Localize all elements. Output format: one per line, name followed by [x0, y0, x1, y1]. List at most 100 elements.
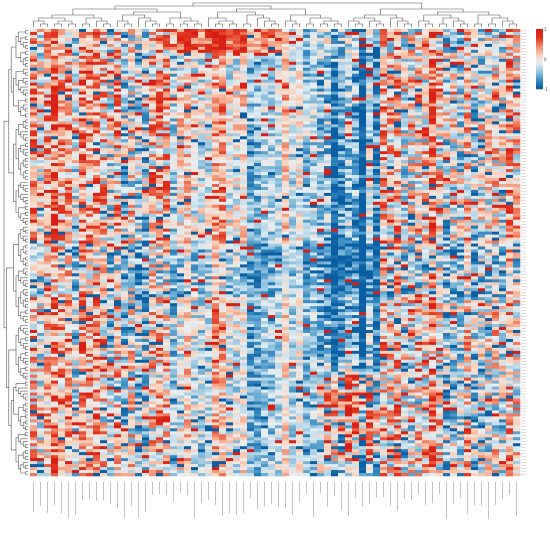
heatmap-cell [457, 163, 465, 167]
heatmap-cell [394, 172, 402, 176]
heatmap-cell [499, 115, 507, 119]
dendrogram-branch [25, 426, 28, 431]
heatmap-cell [485, 121, 493, 125]
heatmap-cell [177, 58, 185, 63]
heatmap-cell [254, 189, 262, 194]
heatmap-cell [450, 106, 458, 110]
heatmap-cell [268, 106, 276, 110]
heatmap-cell [296, 115, 304, 119]
heatmap-cell [401, 163, 409, 167]
heatmap-cell [310, 55, 318, 60]
heatmap-cell [128, 142, 136, 146]
heatmap-cell [380, 118, 388, 122]
heatmap-cell [247, 133, 255, 137]
heatmap-cell [422, 43, 430, 48]
heatmap-cell [331, 43, 339, 48]
heatmap-cell [380, 67, 388, 72]
heatmap-cell [366, 109, 374, 113]
heatmap-cell [268, 186, 276, 191]
heatmap-cell [65, 82, 73, 86]
heatmap-cell [408, 88, 416, 92]
heatmap-cell [485, 210, 493, 215]
heatmap-cell [380, 115, 388, 119]
heatmap-cell [317, 103, 325, 107]
heatmap-cell [184, 46, 192, 51]
heatmap-cell [429, 148, 437, 152]
heatmap-cell [457, 64, 465, 69]
heatmap-cell [408, 166, 416, 170]
heatmap-cell [135, 91, 143, 95]
heatmap-cell [107, 154, 115, 158]
heatmap-cell [352, 55, 360, 60]
heatmap-cell [212, 31, 220, 36]
heatmap-cell [450, 151, 458, 155]
heatmap-cell [219, 52, 227, 57]
heatmap-cell [513, 228, 521, 232]
heatmap-cell [450, 55, 458, 60]
heatmap-cell [184, 49, 192, 54]
heatmap-cell [198, 61, 206, 66]
heatmap-cell [170, 216, 178, 221]
heatmap-cell [30, 76, 38, 80]
heatmap-cell [408, 213, 416, 218]
heatmap-cell [198, 157, 206, 161]
heatmap-cell [156, 216, 164, 221]
heatmap-cell [191, 64, 199, 69]
heatmap-cell [247, 204, 255, 209]
heatmap-cell [205, 106, 213, 110]
heatmap-cell [247, 157, 255, 161]
heatmap-cell [254, 183, 262, 188]
heatmap-cell [142, 112, 150, 116]
heatmap-cell [261, 183, 269, 188]
heatmap-cell [303, 124, 311, 128]
heatmap-cell [436, 52, 444, 57]
heatmap-cell [100, 64, 108, 69]
heatmap-cell [338, 94, 346, 98]
heatmap-cell [436, 100, 444, 104]
heatmap-cell [254, 136, 262, 140]
heatmap-cell [324, 219, 332, 223]
heatmap-cell [338, 100, 346, 104]
heatmap-cell [268, 103, 276, 107]
heatmap-cell [317, 127, 325, 131]
heatmap-cell [303, 73, 311, 77]
heatmap-cell [422, 183, 430, 188]
heatmap-cell [51, 201, 59, 206]
heatmap-cell [331, 192, 339, 197]
heatmap-cell [121, 58, 129, 63]
heatmap-cell [247, 180, 255, 185]
heatmap-cell [156, 85, 164, 89]
heatmap-cell [114, 133, 122, 137]
heatmap-cell [268, 112, 276, 116]
heatmap-cell [205, 142, 213, 146]
heatmap-cell [156, 180, 164, 185]
heatmap-cell [478, 204, 486, 209]
heatmap-cell [373, 213, 381, 218]
dendrogram-branch [20, 131, 28, 138]
heatmap-cell [142, 52, 150, 57]
heatmap-cell [261, 210, 269, 215]
heatmap-cell [37, 121, 45, 125]
heatmap-cell [100, 166, 108, 170]
heatmap-cell [359, 37, 367, 42]
heatmap-cell [296, 118, 304, 122]
heatmap-cell [464, 70, 472, 74]
heatmap-cell [247, 55, 255, 60]
heatmap-cell [373, 189, 381, 194]
heatmap-cell [422, 97, 430, 101]
heatmap-cell [100, 70, 108, 74]
heatmap-cell [58, 64, 66, 69]
heatmap-cell [128, 204, 136, 209]
heatmap-cell [373, 133, 381, 137]
heatmap-cell [170, 46, 178, 51]
heatmap-cell [72, 172, 80, 176]
heatmap-cell [282, 97, 290, 101]
heatmap-cell [149, 148, 157, 152]
heatmap-cell [135, 210, 143, 215]
heatmap-cell [310, 157, 318, 161]
heatmap-cell [289, 169, 297, 173]
heatmap-cell [387, 29, 395, 33]
heatmap-cell [394, 207, 402, 212]
heatmap-cell [51, 106, 59, 110]
heatmap-cell [261, 204, 269, 209]
